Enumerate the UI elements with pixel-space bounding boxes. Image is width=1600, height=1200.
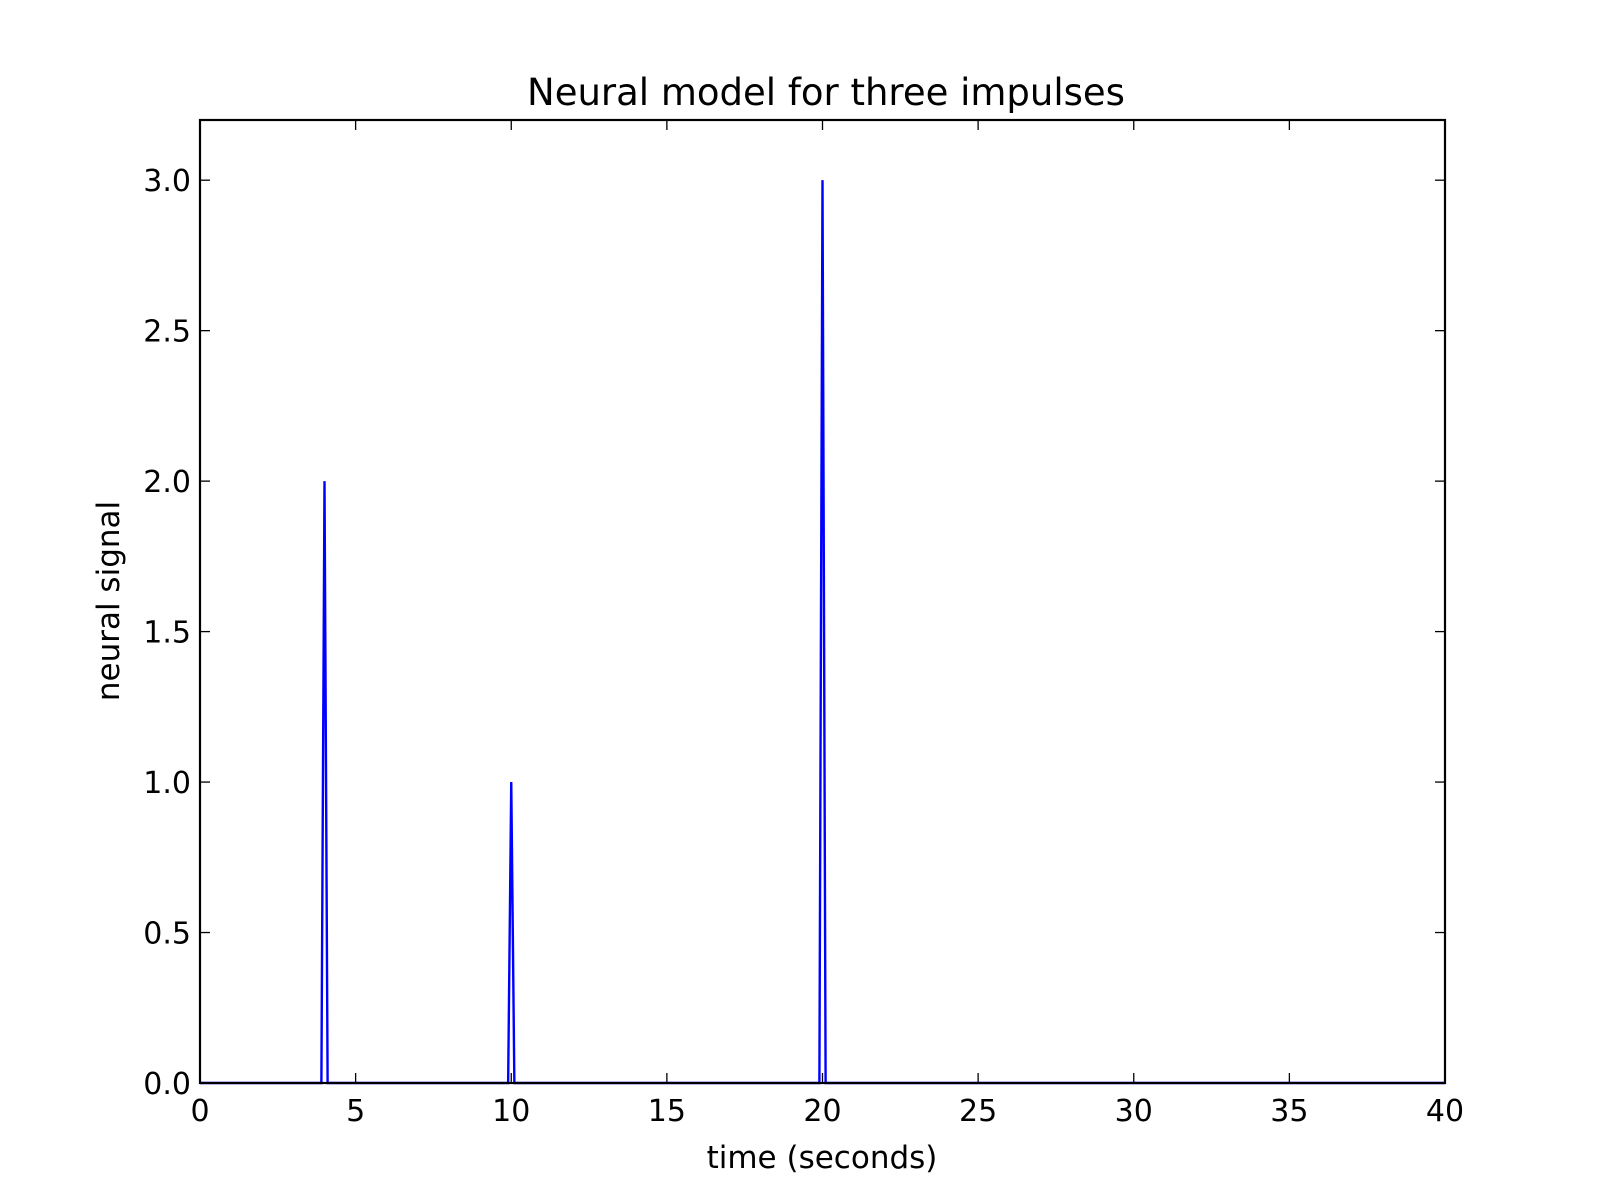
y-tick-label: 3.0 [143,164,191,199]
y-tick-label: 0.5 [143,917,191,952]
plot-area [200,180,1445,1085]
y-tick-label: 0.0 [143,1067,191,1102]
y-axis-label: neural signal [91,501,127,701]
x-tick-label: 20 [803,1094,841,1129]
y-tick-label: 1.0 [143,766,191,801]
x-tick-label: 15 [648,1094,686,1129]
y-tick-label: 1.5 [143,616,191,651]
x-tick-label: 40 [1426,1094,1464,1129]
x-tick-label: 5 [346,1094,365,1129]
x-tick-label: 35 [1270,1094,1308,1129]
x-tick-label: 30 [1115,1094,1153,1129]
series-line-0 [200,180,1445,1085]
x-tick-label: 0 [190,1094,209,1129]
x-axis: 0 5 10 15 20 25 30 35 40 [190,120,1464,1129]
x-axis-label: time (seconds) [707,1140,938,1176]
x-tick-label: 25 [959,1094,997,1129]
x-tick-label: 10 [492,1094,530,1129]
y-tick-label: 2.0 [143,465,191,500]
y-axis: 0.0 0.5 1.0 1.5 2.0 2.5 3.0 [143,164,1445,1102]
y-tick-label: 2.5 [143,315,191,350]
chart-title: Neural model for three impulses [527,71,1125,114]
